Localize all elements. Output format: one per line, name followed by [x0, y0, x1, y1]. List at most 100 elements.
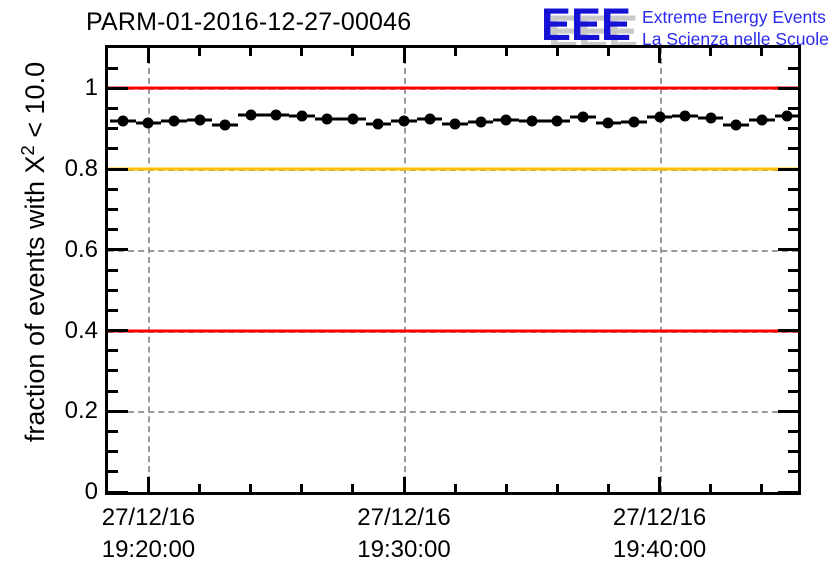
- x-major-tick-bottom: [658, 477, 662, 492]
- x-tick-label-time: 19:30:00: [357, 535, 451, 563]
- data-point: [475, 116, 487, 128]
- x-tick-label: 27/12/16 19:30:00: [319, 502, 489, 565]
- reference-line: [108, 329, 798, 333]
- y-minor-tick-right: [788, 308, 798, 312]
- data-point: [679, 110, 691, 122]
- eee-logo-text: Extreme Energy Events La Scienza nelle S…: [642, 7, 829, 51]
- y-tick-label: 0.4: [64, 316, 98, 344]
- y-major-tick-left: [108, 86, 128, 90]
- y-major-tick-left: [108, 329, 128, 333]
- y-tick-label: 0.8: [64, 155, 98, 183]
- data-point: [730, 119, 742, 131]
- x-minor-tick-top: [760, 48, 764, 56]
- x-minor-tick-bottom: [555, 484, 559, 492]
- x-minor-tick-top: [606, 48, 610, 56]
- x-minor-tick-top: [351, 48, 355, 56]
- y-minor-tick-left: [108, 187, 118, 191]
- y-minor-tick-left: [108, 207, 118, 211]
- x-minor-tick-top: [198, 48, 202, 56]
- x-minor-tick-bottom: [198, 484, 202, 492]
- y-minor-tick-left: [108, 228, 118, 232]
- data-point: [142, 117, 154, 129]
- data-point: [194, 114, 206, 126]
- y-minor-tick-left: [108, 429, 118, 433]
- x-minor-tick-bottom: [351, 484, 355, 492]
- y-minor-tick-right: [788, 389, 798, 393]
- y-minor-tick-left: [108, 308, 118, 312]
- x-minor-tick-top: [453, 48, 457, 56]
- x-minor-tick-bottom: [249, 484, 253, 492]
- plot-area: [108, 48, 801, 494]
- eee-logo-line2: La Scienza nelle Scuole: [642, 28, 829, 49]
- x-major-tick-top: [146, 48, 150, 63]
- y-minor-tick-right: [788, 288, 798, 292]
- y-minor-tick-right: [788, 147, 798, 151]
- y-major-tick-left: [108, 167, 128, 171]
- data-point: [117, 115, 129, 127]
- y-minor-tick-left: [108, 389, 118, 393]
- data-point: [372, 118, 384, 130]
- x-minor-tick-bottom: [300, 484, 304, 492]
- y-tick-label: 1: [84, 74, 98, 102]
- y-minor-tick-right: [788, 187, 798, 191]
- y-minor-tick-left: [108, 288, 118, 292]
- y-minor-tick-right: [788, 127, 798, 131]
- y-minor-tick-left: [108, 268, 118, 272]
- y-minor-tick-right: [788, 369, 798, 373]
- eee-logo: EEE Extreme Energy Events La Scienza nel…: [541, 2, 829, 51]
- data-point: [500, 114, 512, 126]
- x-tick-label: 27/12/16 19:40:00: [575, 502, 745, 565]
- y-minor-tick-left: [108, 127, 118, 131]
- data-point: [168, 115, 180, 127]
- y-tick-label: 0.6: [64, 235, 98, 263]
- y-minor-tick-right: [788, 107, 798, 111]
- x-tick-label-time: 19:40:00: [612, 535, 707, 563]
- y-minor-tick-right: [788, 207, 798, 211]
- data-point: [347, 113, 359, 125]
- x-major-tick-bottom: [146, 477, 150, 492]
- y-minor-tick-right: [788, 450, 798, 454]
- y-tick-label: 0: [84, 478, 98, 505]
- data-point: [219, 119, 231, 131]
- x-tick-label: 27/12/16 19:20:00: [63, 502, 233, 565]
- y-axis-title-superscript: 2: [17, 145, 38, 156]
- x-major-tick-top: [658, 48, 662, 63]
- y-major-tick-left: [108, 248, 128, 252]
- y-major-tick-right: [778, 167, 798, 171]
- x-tick-label-time: 19:20:00: [101, 535, 196, 563]
- y-major-tick-right: [778, 490, 798, 494]
- y-tick-label: 0.2: [64, 397, 98, 425]
- x-major-tick-bottom: [402, 477, 406, 492]
- y-minor-tick-left: [108, 107, 118, 111]
- y-major-tick-right: [778, 409, 798, 413]
- data-point: [321, 113, 333, 125]
- y-minor-tick-right: [788, 66, 798, 70]
- x-tick-label-date: 27/12/16: [612, 504, 707, 531]
- data-point: [781, 110, 793, 122]
- x-minor-tick-bottom: [760, 484, 764, 492]
- y-gridline: [108, 411, 798, 414]
- reference-line: [108, 86, 798, 90]
- data-point: [654, 111, 666, 123]
- plot-frame: [105, 45, 801, 495]
- y-major-tick-right: [778, 329, 798, 333]
- y-major-tick-right: [778, 248, 798, 252]
- data-point: [756, 114, 768, 126]
- x-major-tick-top: [402, 48, 406, 63]
- x-minor-tick-bottom: [453, 484, 457, 492]
- x-minor-tick-bottom: [709, 484, 713, 492]
- x-minor-tick-top: [504, 48, 508, 56]
- y-minor-tick-left: [108, 470, 118, 474]
- data-point: [577, 111, 589, 123]
- data-point: [449, 118, 461, 130]
- data-point: [424, 113, 436, 125]
- data-point: [398, 115, 410, 127]
- y-axis-title-suffix: < 10.0: [20, 61, 50, 146]
- x-tick-label-date: 27/12/16: [357, 504, 451, 531]
- data-point: [628, 116, 640, 128]
- x-minor-tick-top: [300, 48, 304, 56]
- y-minor-tick-left: [108, 369, 118, 373]
- x-minor-tick-top: [249, 48, 253, 56]
- y-major-tick-left: [108, 409, 128, 413]
